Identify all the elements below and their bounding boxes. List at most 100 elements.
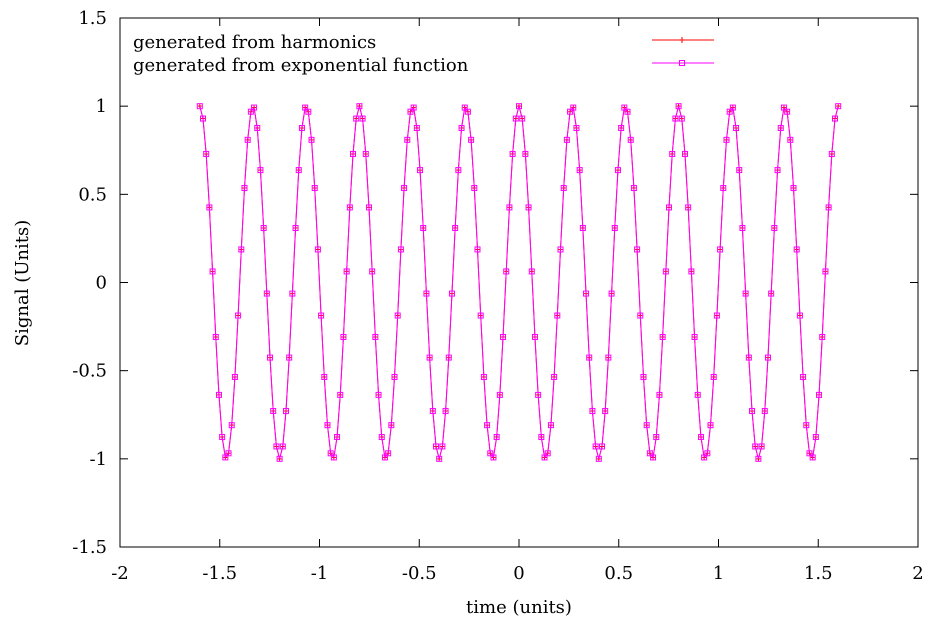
data-point	[340, 333, 347, 340]
data-point	[222, 454, 229, 461]
data-point	[378, 434, 385, 441]
data-point	[768, 290, 775, 297]
data-point	[579, 225, 586, 232]
x-tick-label: 0.5	[604, 563, 633, 584]
data-point	[263, 290, 270, 297]
data-point	[592, 443, 599, 450]
data-point	[318, 312, 325, 319]
data-point	[758, 443, 765, 450]
data-point	[675, 103, 682, 110]
data-point	[350, 150, 357, 157]
data-point	[343, 268, 350, 275]
data-point	[305, 108, 312, 115]
data-point	[764, 354, 771, 361]
y-tick-label: -0.5	[72, 361, 107, 382]
data-point	[337, 391, 344, 398]
data-point	[436, 455, 443, 462]
data-point	[522, 150, 529, 157]
data-point	[493, 434, 500, 441]
data-point	[653, 434, 660, 441]
data-point	[516, 103, 522, 110]
y-tick-label: 0.5	[78, 184, 107, 205]
data-point	[209, 268, 216, 275]
data-point	[244, 136, 251, 143]
data-point	[292, 225, 299, 232]
data-point	[241, 185, 248, 192]
data-point	[662, 268, 669, 275]
data-point	[404, 136, 411, 143]
data-point	[273, 443, 280, 450]
data-point	[311, 185, 318, 192]
data-point	[669, 150, 676, 157]
data-point	[707, 422, 714, 429]
data-point	[710, 373, 717, 380]
data-point	[589, 408, 596, 415]
data-point	[538, 434, 545, 441]
data-point	[793, 246, 800, 253]
data-point	[544, 450, 551, 457]
y-tick-label: -1	[89, 449, 107, 470]
data-point	[634, 246, 641, 253]
data-point	[586, 354, 593, 361]
data-point	[713, 312, 720, 319]
data-point	[365, 204, 372, 211]
data-point	[835, 103, 842, 110]
x-tick-label: -1	[311, 563, 329, 584]
data-point	[372, 333, 379, 340]
data-point	[429, 408, 436, 415]
data-point	[433, 443, 440, 450]
legend-label-harmonics: generated from harmonics	[133, 32, 376, 53]
series-line	[199, 106, 839, 459]
data-point	[228, 422, 235, 429]
data-point	[219, 434, 226, 441]
data-point	[614, 167, 621, 174]
data-point	[650, 454, 657, 461]
data-point	[509, 150, 516, 157]
data-point	[621, 104, 628, 111]
data-point	[477, 312, 484, 319]
data-point	[602, 408, 609, 415]
data-point	[790, 185, 797, 192]
data-point	[755, 455, 762, 462]
data-point	[369, 268, 376, 275]
data-point	[729, 104, 736, 111]
data-point	[624, 108, 631, 115]
data-point	[206, 204, 213, 211]
data-point	[282, 408, 289, 415]
data-point	[749, 408, 756, 415]
data-point	[503, 268, 510, 275]
data-point	[688, 268, 695, 275]
data-point	[445, 354, 452, 361]
data-point	[560, 185, 567, 192]
data-point	[455, 167, 462, 174]
data-point	[605, 354, 612, 361]
data-point	[471, 185, 478, 192]
data-point	[678, 115, 685, 122]
data-point	[417, 167, 424, 174]
data-point	[225, 450, 232, 457]
data-point	[289, 290, 296, 297]
data-point	[643, 422, 650, 429]
data-point	[496, 391, 503, 398]
data-point	[231, 373, 238, 380]
data-point	[212, 333, 219, 340]
data-point	[701, 454, 708, 461]
x-tick-label: 1.5	[804, 563, 833, 584]
data-point	[777, 124, 784, 131]
data-point	[439, 443, 446, 450]
data-point	[490, 454, 497, 461]
data-point	[640, 373, 647, 380]
data-point	[327, 450, 334, 457]
x-axis-label: time (units)	[466, 597, 572, 618]
data-point	[816, 391, 823, 398]
data-point	[484, 422, 491, 429]
data-point	[500, 333, 507, 340]
data-point	[362, 150, 369, 157]
data-point	[385, 450, 392, 457]
data-point	[251, 104, 258, 111]
data-point	[238, 246, 245, 253]
data-point	[254, 124, 261, 131]
data-point	[796, 312, 803, 319]
data-point	[598, 443, 605, 450]
data-point	[474, 246, 481, 253]
